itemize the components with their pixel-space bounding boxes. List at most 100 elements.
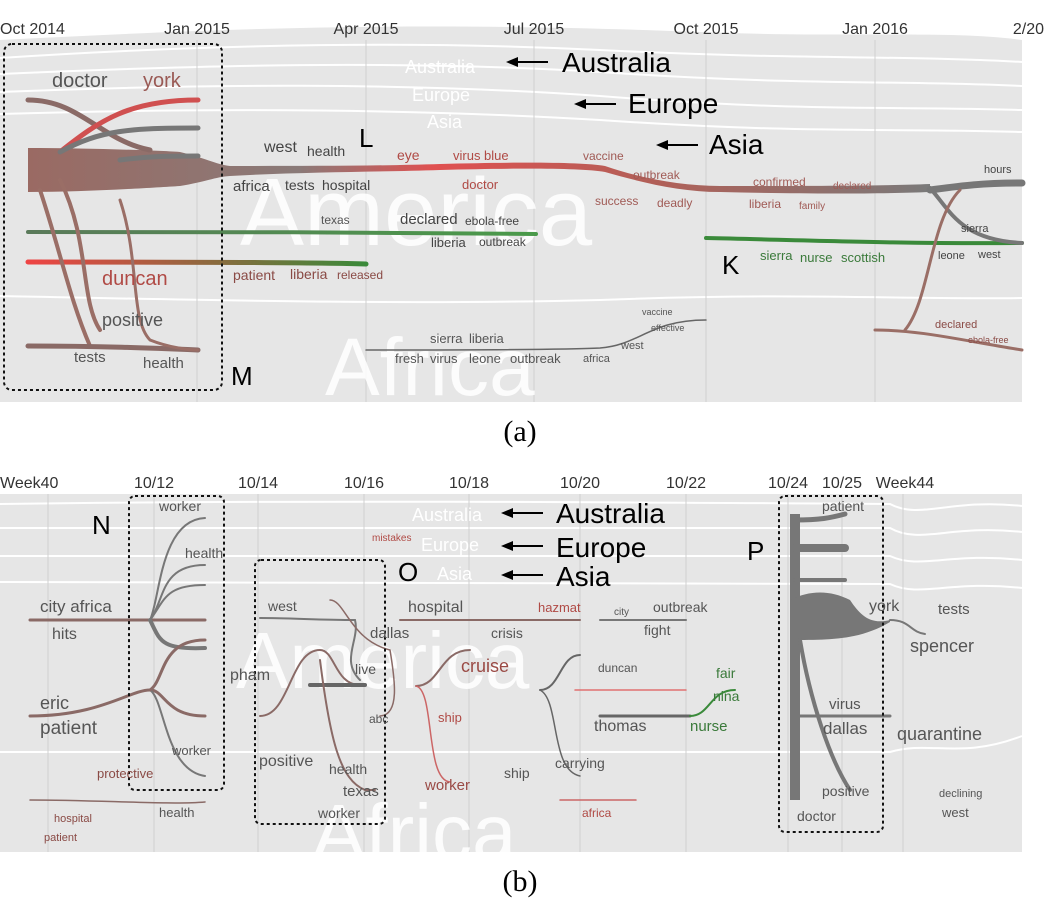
word: duncan [102, 268, 168, 290]
word: york [869, 598, 900, 615]
word: worker [424, 777, 470, 794]
tick-b-0: Week40 [0, 475, 59, 492]
word: hospital [54, 813, 92, 825]
word: dallas [823, 719, 867, 738]
region-lines-a [0, 43, 1023, 304]
tick-b-9: Week44 [876, 475, 935, 492]
word: hospital [322, 177, 370, 193]
word: africa [582, 806, 612, 820]
word: sierra [760, 248, 793, 263]
word: ship [438, 710, 462, 725]
word: leone [469, 351, 501, 366]
word: virus blue [453, 148, 509, 163]
tick-a-5: Jan 2016 [842, 21, 908, 38]
word: fight [644, 622, 671, 638]
region-asia-b: Asia [437, 564, 473, 584]
word: patient [822, 498, 864, 514]
word: crisis [491, 625, 523, 641]
word: nurse [800, 250, 833, 265]
region-america-b: America [236, 616, 530, 705]
word: health [143, 355, 184, 372]
word: duncan [598, 661, 637, 675]
word: health [159, 805, 194, 820]
word: west [620, 340, 644, 352]
word: positive [259, 753, 313, 770]
streams-b [28, 511, 926, 804]
panel-b: America Africa Australia Europe Asia Wee… [0, 475, 1023, 877]
word: doctor [52, 70, 108, 92]
word: positive [102, 310, 163, 330]
word: declining [939, 788, 982, 800]
word: tests [938, 601, 970, 618]
word: eric [40, 693, 69, 713]
words-a: doctor york duncan positive tests health… [52, 70, 1012, 372]
tick-b-8: 10/25 [822, 475, 862, 492]
tick-a-2: Apr 2015 [334, 21, 399, 38]
tick-b-5: 10/20 [560, 475, 600, 492]
word: vaccine [642, 307, 673, 317]
word: york [143, 70, 182, 92]
region-europe-a: Europe [412, 85, 470, 105]
word: protective [97, 766, 153, 781]
word: nina [713, 688, 740, 704]
word: ebola-free [968, 335, 1009, 345]
word: ebola-free [465, 214, 519, 228]
letter-m: M [231, 361, 253, 391]
word: west [263, 139, 297, 156]
word: virus [829, 696, 861, 713]
axis-a: Oct 2014 Jan 2015 Apr 2015 Jul 2015 Oct … [0, 21, 1044, 38]
panel-a: America Africa Australia Europe Asia Oct… [0, 21, 1044, 413]
streams-a [25, 97, 1026, 353]
word: city africa [40, 597, 112, 616]
word: confirmed [753, 175, 806, 189]
tick-b-1: 10/12 [134, 475, 174, 492]
word: thomas [594, 718, 646, 735]
gridlines-a [196, 40, 876, 402]
caption-a: (a) [503, 415, 536, 448]
word: declared [833, 181, 871, 192]
word: health [307, 143, 345, 159]
word: released [337, 268, 383, 282]
word: health [185, 545, 223, 561]
callout-australia-b: Australia [556, 498, 665, 529]
word: fresh [395, 351, 424, 366]
word: success [595, 194, 638, 208]
word: west [267, 598, 297, 614]
word: hours [984, 164, 1012, 176]
word: cruise [461, 656, 509, 676]
callout-europe-a: Europe [628, 88, 718, 119]
word: outbreak [653, 599, 708, 615]
word: patient [44, 832, 77, 844]
callout-australia-a: Australia [562, 47, 671, 78]
word: nurse [690, 718, 728, 735]
word: patient [40, 718, 98, 739]
word: carrying [555, 755, 605, 771]
word: positive [822, 783, 870, 799]
word: liberia [431, 235, 466, 250]
word: scottish [841, 250, 885, 265]
word: family [799, 201, 825, 212]
word: west [941, 805, 969, 820]
box-m [3, 43, 223, 391]
word: pham [230, 667, 270, 684]
word: hits [52, 626, 77, 643]
word: liberia [469, 331, 504, 346]
tick-a-0: Oct 2014 [0, 21, 65, 38]
word: doctor [797, 808, 836, 824]
tick-a-4: Oct 2015 [674, 21, 739, 38]
word: dallas [370, 625, 409, 642]
word: texas [321, 213, 350, 227]
word: patient [233, 267, 275, 283]
box-p [778, 495, 884, 833]
callout-asia-b: Asia [556, 561, 611, 592]
word: texas [343, 783, 379, 800]
word: worker [158, 498, 201, 514]
word: tests [74, 349, 106, 366]
region-australia-a: Australia [405, 57, 476, 77]
word: declared [935, 319, 977, 331]
callout-asia-a: Asia [709, 129, 764, 160]
word: leone [938, 250, 965, 262]
word: virus [430, 351, 458, 366]
region-australia-b: Australia [412, 505, 483, 525]
